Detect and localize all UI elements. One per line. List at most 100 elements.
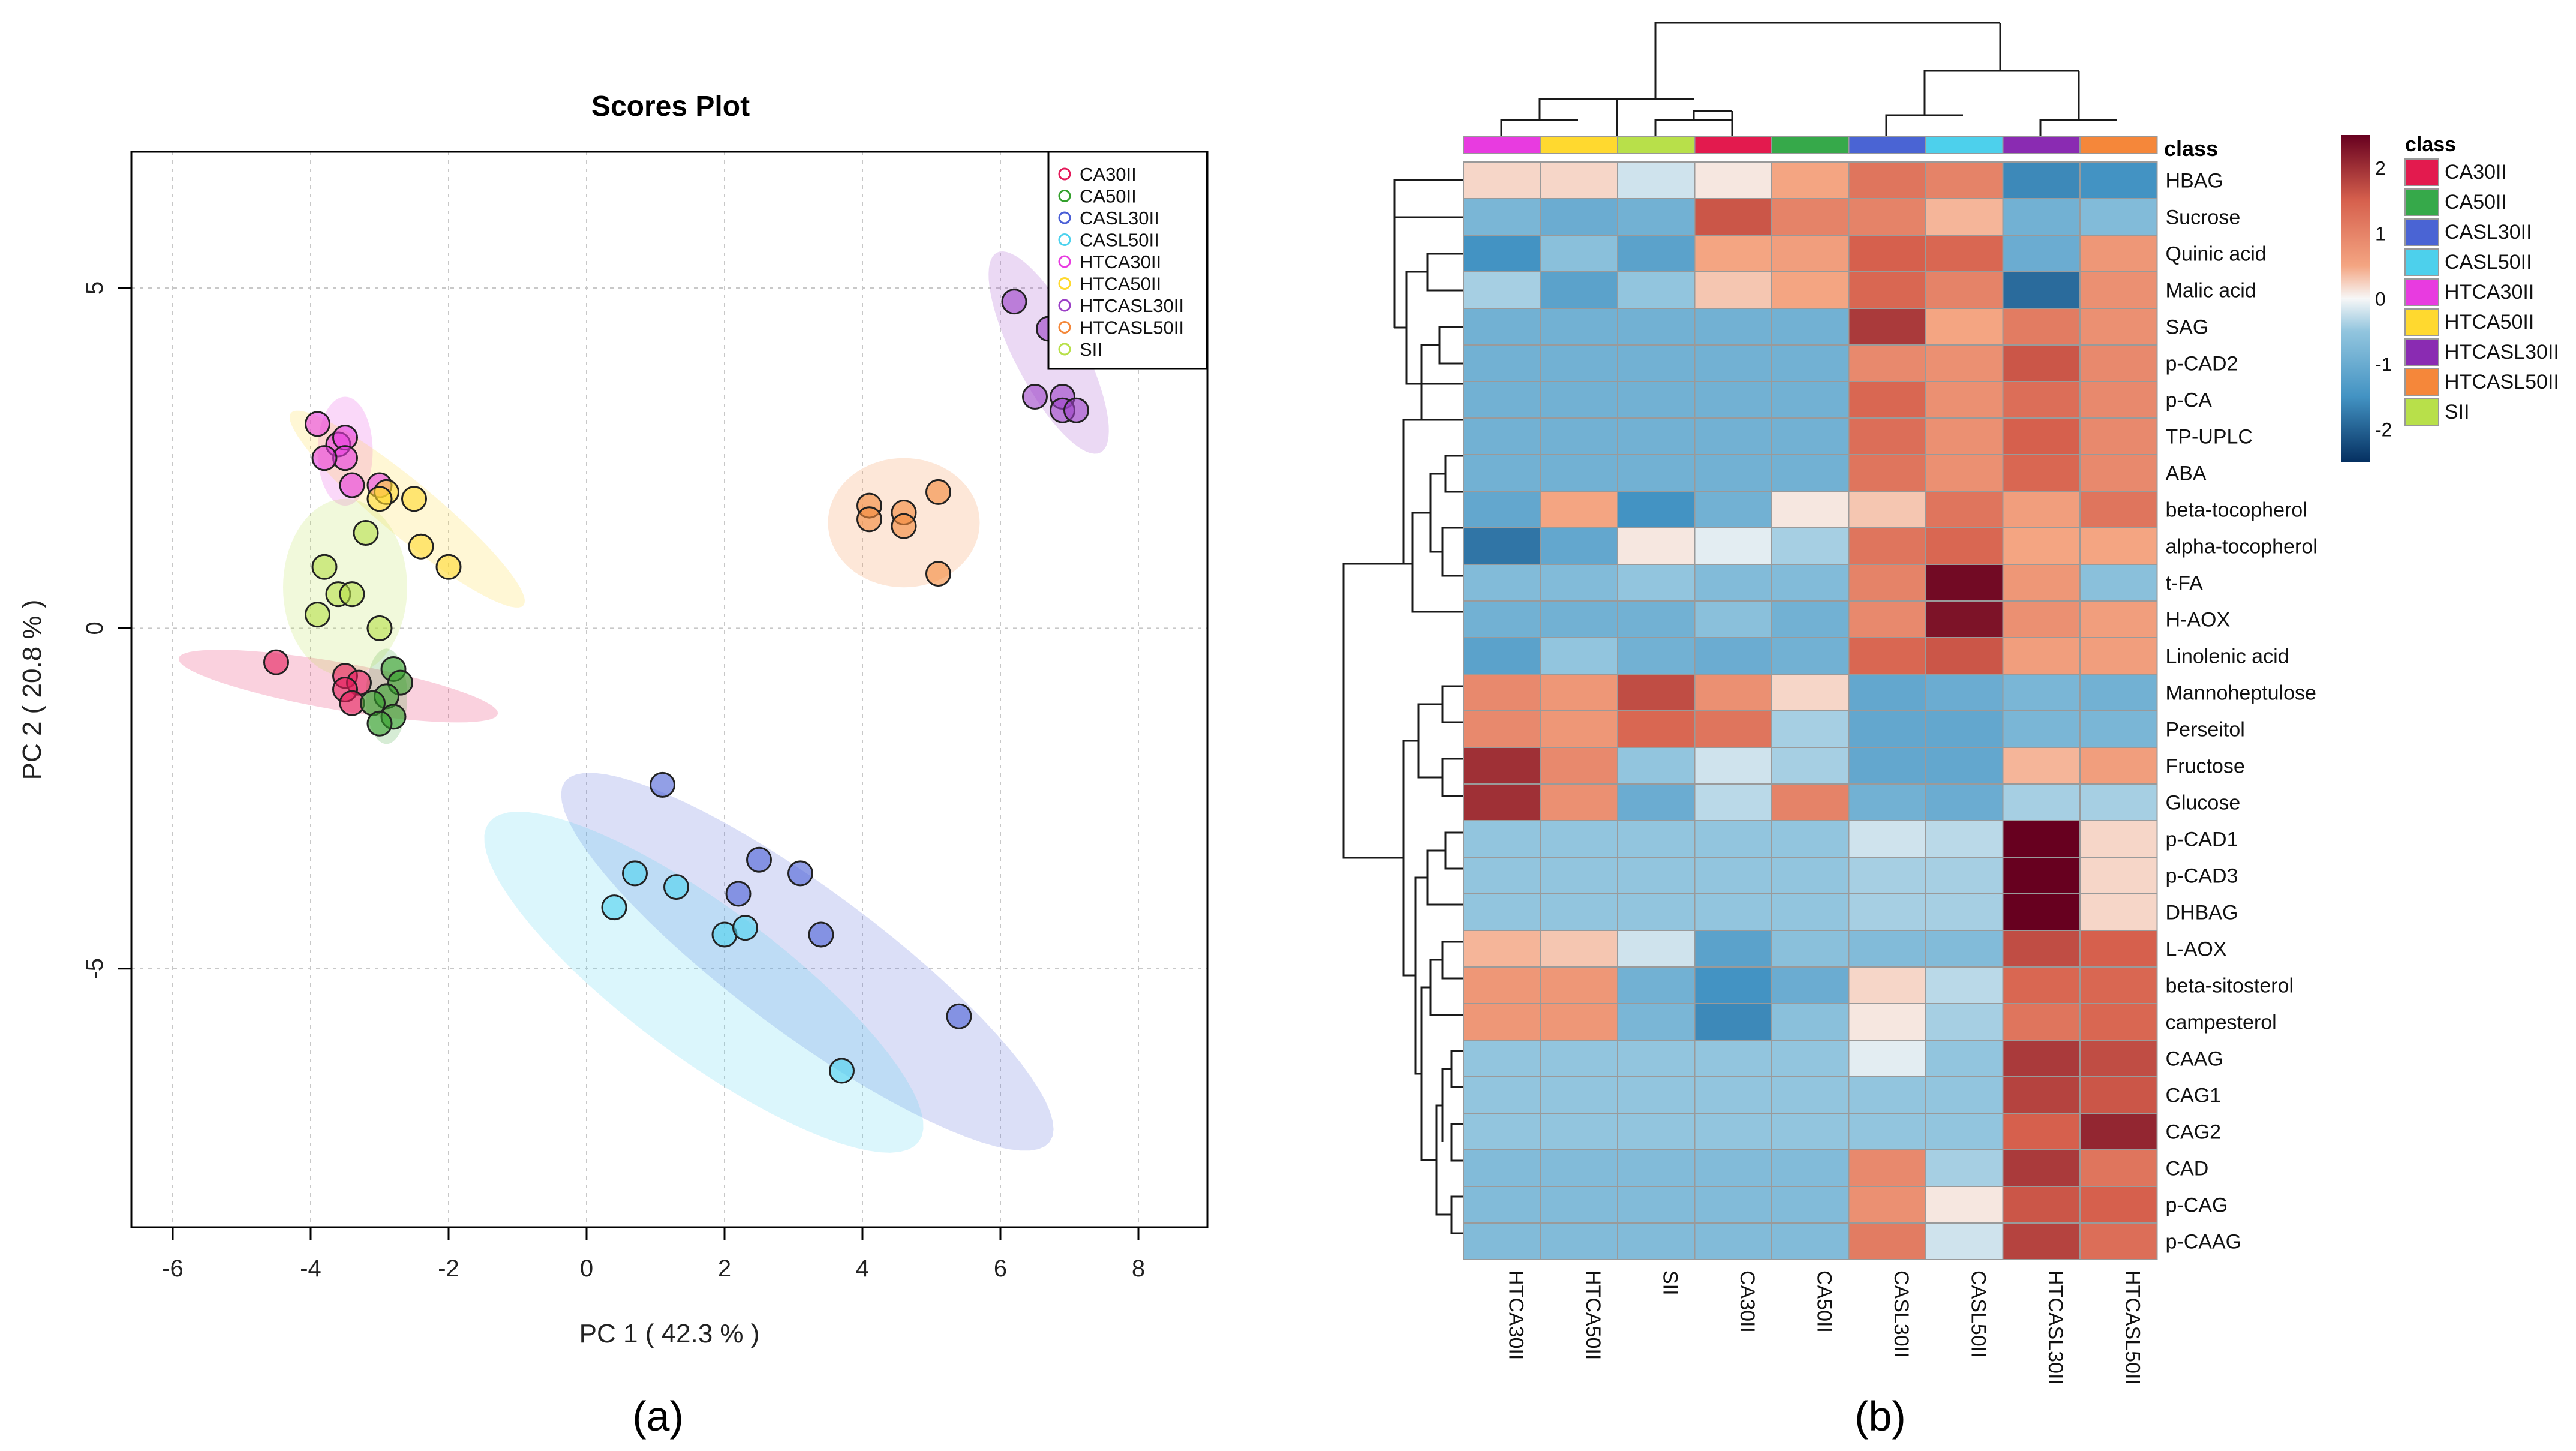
heatmap-cell: [1925, 527, 2004, 565]
heatmap-cell: [1617, 783, 1696, 821]
pca-y-tick-label: 0: [82, 621, 108, 635]
class-legend-items: CA30II CA50II CASL30II CASL50II HTCA30II HTCA…: [2404, 158, 2559, 426]
heatmap-cell: [2002, 491, 2081, 528]
heatmap-cell: [1463, 1076, 1541, 1114]
heatmap-row-label: CAAG: [2166, 1048, 2223, 1071]
heatmap-cell: [1848, 600, 1926, 638]
heatmap-cell: [1925, 1003, 2004, 1041]
pca-point-htcasl30ii: [1001, 289, 1027, 315]
heatmap-cell: [2079, 1186, 2158, 1224]
pca-legend-marker: [1058, 321, 1071, 334]
heatmap-cell: [1617, 820, 1696, 858]
heatmap-row-label: Sucrose: [2166, 206, 2241, 229]
heatmap-cell: [2079, 198, 2158, 236]
heatmap-cell: [1771, 710, 1850, 748]
heatmap-cell: [1925, 1186, 2004, 1224]
heatmap-cell: [1925, 674, 2004, 711]
heatmap-cell: [1540, 710, 1618, 748]
heatmap-cell: [1694, 930, 1772, 968]
class-strip-cell: [1463, 136, 1541, 154]
heatmap-row-label: DHBAG: [2166, 902, 2238, 924]
heatmap-row-label: t-FA: [2166, 572, 2204, 595]
heatmap-cell: [1771, 893, 1850, 931]
heatmap-cell: [1463, 564, 1541, 602]
colorbar-tick-label: 1: [2375, 223, 2386, 245]
heatmap-cell: [1848, 454, 1926, 492]
heatmap-cell: [1463, 674, 1541, 711]
heatmap-cell: [2002, 1113, 2081, 1150]
heatmap-cell: [1617, 308, 1696, 346]
heatmap-cell: [1848, 747, 1926, 785]
heatmap-row-label: Quinic acid: [2166, 243, 2267, 266]
heatmap-cell: [1771, 1113, 1850, 1150]
heatmap-cell: [1463, 1222, 1541, 1260]
pca-point-sii: [366, 615, 393, 641]
heatmap-cell: [1540, 1149, 1618, 1187]
heatmap-cell: [1540, 198, 1618, 236]
heatmap-cell: [2002, 783, 2081, 821]
pca-plot-frame: [130, 151, 1209, 1228]
heatmap-cell: [1540, 161, 1618, 199]
heatmap-cell: [1925, 198, 2004, 236]
heatmap-cell: [1540, 893, 1618, 931]
heatmap-cell: [1694, 564, 1772, 602]
class-row-label: class: [2164, 136, 2218, 161]
heatmap-cell: [1694, 271, 1772, 309]
heatmap-cell: [1925, 381, 2004, 419]
heatmap-cell: [1540, 1076, 1618, 1114]
heatmap-cell: [1694, 710, 1772, 748]
pca-point-casl50ii: [622, 860, 648, 887]
pca-x-axis: -6 -4 -2 0 2 4 6 8: [162, 1227, 1145, 1282]
colorbar-tick-label: -1: [2375, 354, 2392, 375]
heatmap-cell: [1694, 674, 1772, 711]
heatmap-cell: [2079, 674, 2158, 711]
heatmap-cell: [1694, 454, 1772, 492]
heatmap-column-label: CASL30II: [1890, 1270, 1913, 1358]
heatmap-row-label: p-CA: [2166, 389, 2213, 412]
class-strip-cell: [1848, 136, 1926, 154]
heatmap-cell: [1848, 235, 1926, 272]
heatmap-row-label: beta-tocopherol: [2166, 499, 2307, 522]
pca-ellipse-casl30ii: [561, 773, 1054, 1151]
heatmap-cell: [1771, 966, 1850, 1004]
heatmap-cell: [1848, 1040, 1926, 1077]
heatmap-row-label: CAD: [2166, 1158, 2209, 1180]
pca-legend-marker: [1058, 167, 1071, 181]
pca-legend-label: HTCA50II: [1080, 274, 1161, 295]
pca-point-sii: [311, 554, 338, 580]
heatmap-cell: [1540, 637, 1618, 675]
heatmap-cell: [2002, 930, 2081, 968]
pca-legend-label: HTCASL50II: [1080, 317, 1184, 338]
pca-legend: CA30IICA50IICASL30IICASL50IIHTCA30IIHTCA…: [1047, 151, 1208, 370]
heatmap-cell: [1848, 381, 1926, 419]
heatmap-cell: [1925, 893, 2004, 931]
pca-legend-label: CASL50II: [1080, 230, 1159, 251]
class-legend-label: SII: [2445, 401, 2470, 423]
panel-b-label: (b): [1854, 1393, 1906, 1440]
heatmap-cell: [2002, 1149, 2081, 1187]
heatmap-cell: [2079, 235, 2158, 272]
heatmap-column-labels: HTCA30II HTCA50II SII CA30II CA50II CASL30II C…: [1504, 1270, 2144, 1385]
heatmap-cell: [1617, 491, 1696, 528]
heatmap-cell: [1540, 381, 1618, 419]
heatmap-cell: [1617, 381, 1696, 419]
panel-a-label: (a): [632, 1393, 684, 1440]
heatmap-cell: [2079, 893, 2158, 931]
heatmap-cell: [1694, 1186, 1772, 1224]
heatmap-cell: [1848, 344, 1926, 382]
pca-point-casl50ii: [663, 874, 689, 900]
pca-legend-label: CA50II: [1080, 186, 1137, 207]
heatmap-cell: [1925, 600, 2004, 638]
heatmap-cell: [2002, 1076, 2081, 1114]
heatmap-cell: [1771, 527, 1850, 565]
heatmap-cell: [2079, 930, 2158, 968]
heatmap-cell: [1540, 1040, 1618, 1077]
col-dendro-branch: [2039, 119, 2117, 137]
heatmap-cell: [1925, 308, 2004, 346]
pca-legend-box: [1047, 151, 1208, 370]
heatmap-cell: [1694, 600, 1772, 638]
heatmap-cell: [1617, 674, 1696, 711]
heatmap-cell: [1771, 161, 1850, 199]
heatmap-cell: [1925, 454, 2004, 492]
